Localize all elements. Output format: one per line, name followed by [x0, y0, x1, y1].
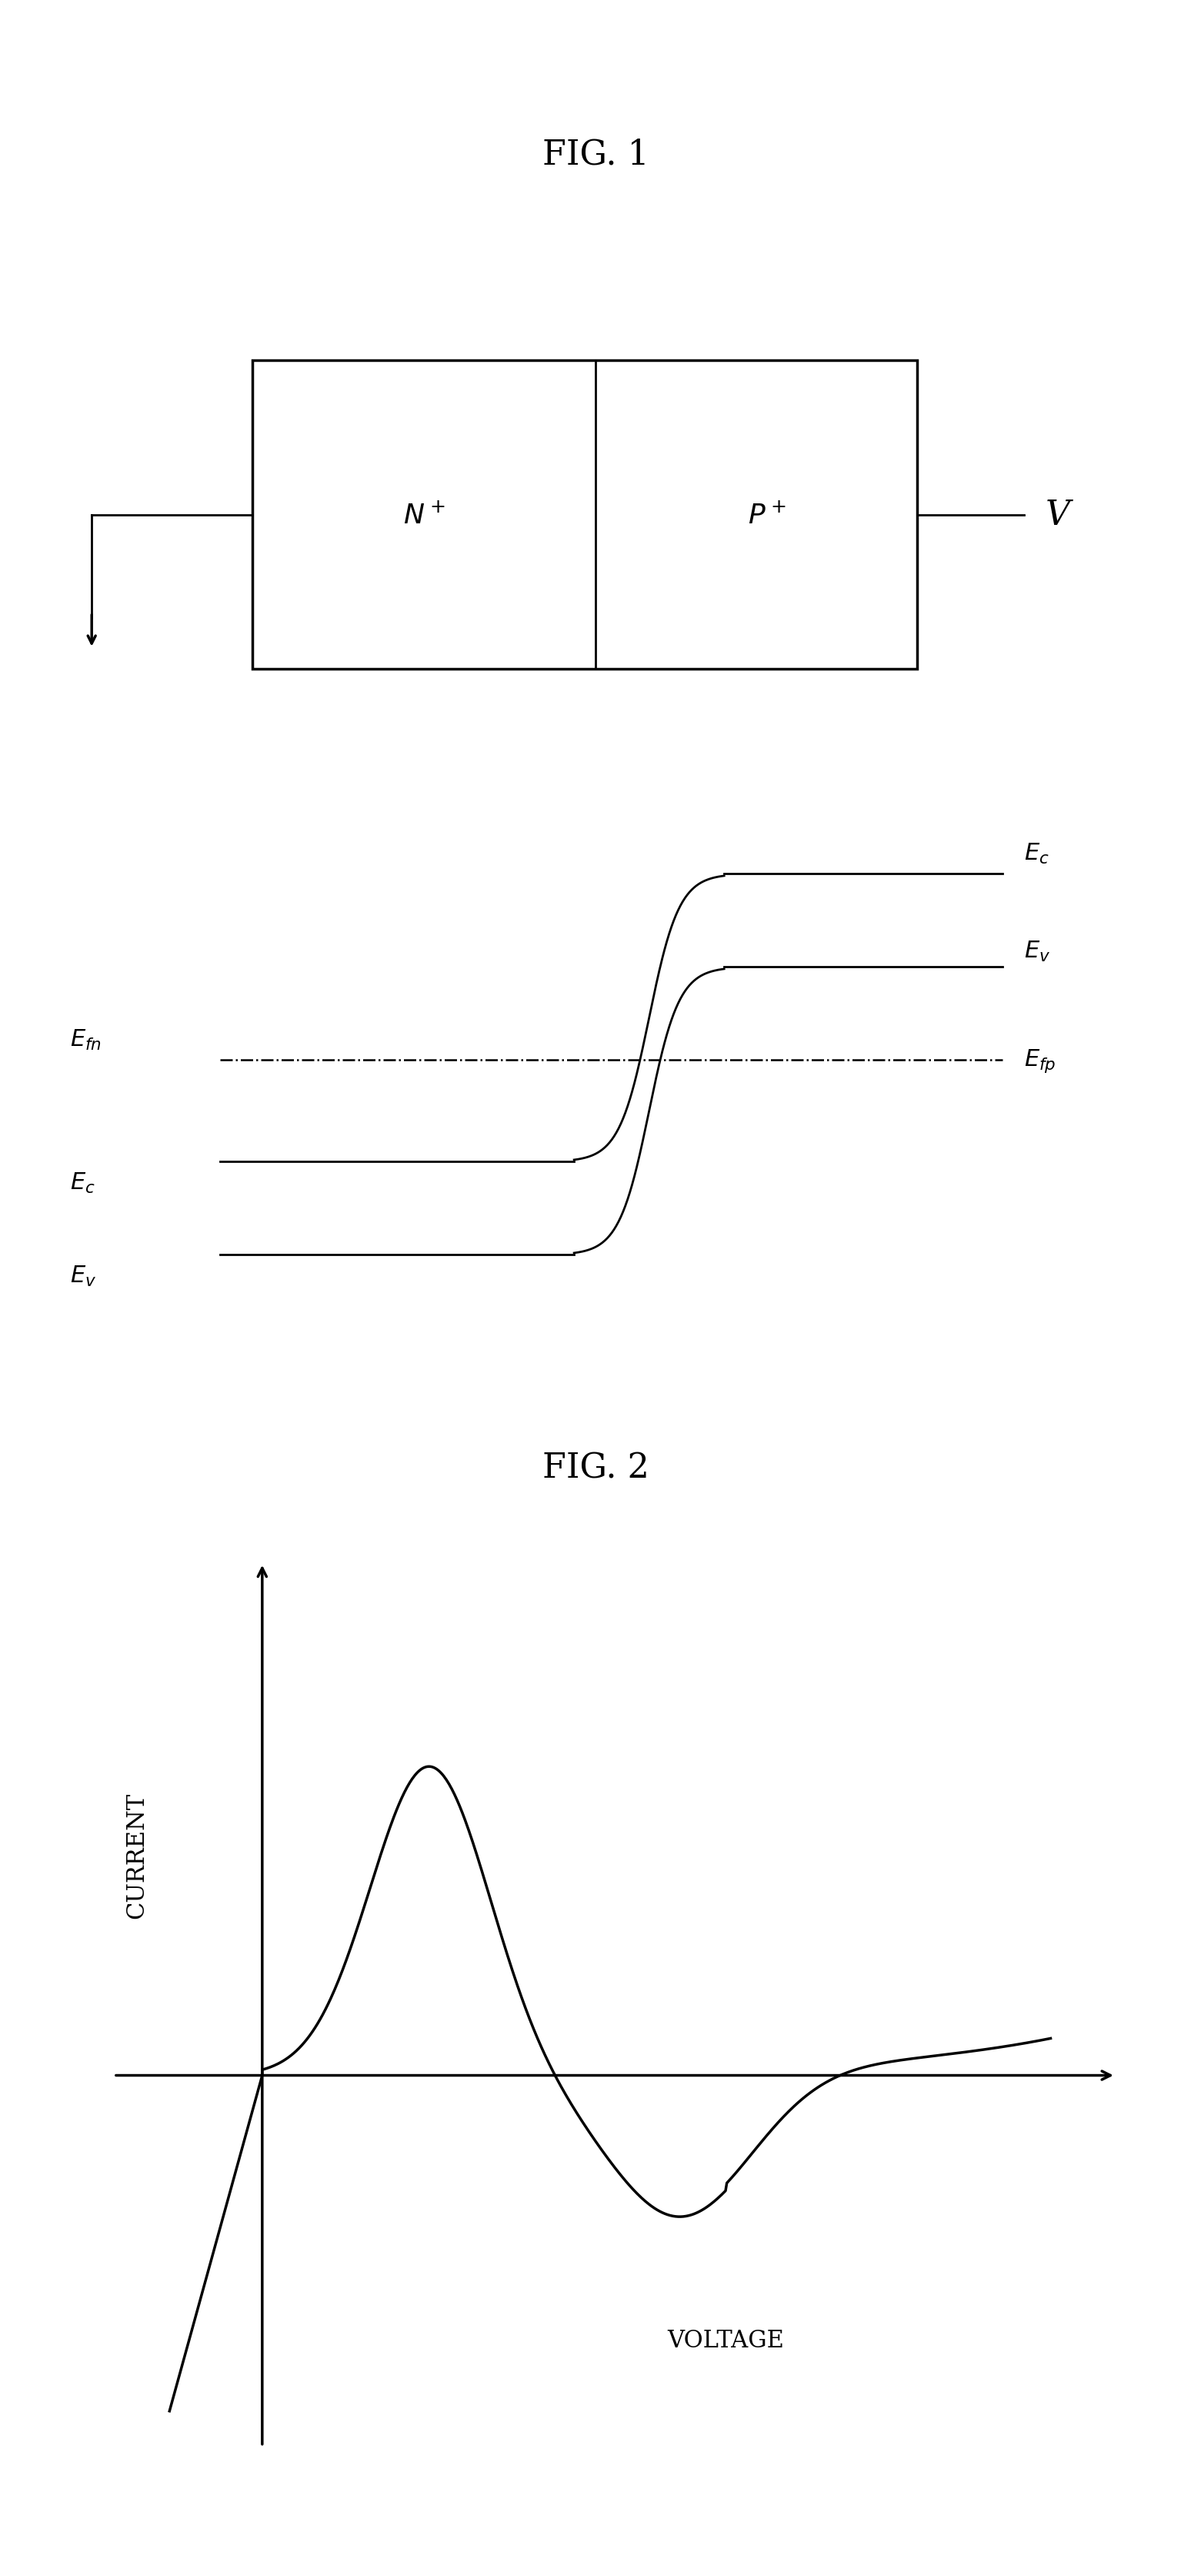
Text: $E_{fn}$: $E_{fn}$ [70, 1028, 101, 1051]
Bar [252, 361, 917, 670]
Text: $N^+$: $N^+$ [403, 502, 445, 528]
Text: $E_v$: $E_v$ [1024, 940, 1050, 963]
Text: FIG. 1: FIG. 1 [542, 139, 649, 170]
Text: $E_v$: $E_v$ [70, 1265, 96, 1288]
Text: VOLTAGE: VOLTAGE [667, 2329, 785, 2352]
Text: CURRENT: CURRENT [125, 1790, 149, 1919]
Text: $E_{fp}$: $E_{fp}$ [1024, 1048, 1056, 1074]
Text: $P^+$: $P^+$ [748, 502, 786, 528]
Text: FIG. 2: FIG. 2 [542, 1453, 649, 1484]
Text: V: V [1046, 500, 1071, 531]
Text: $E_c$: $E_c$ [70, 1170, 95, 1195]
Text: $E_c$: $E_c$ [1024, 842, 1049, 866]
